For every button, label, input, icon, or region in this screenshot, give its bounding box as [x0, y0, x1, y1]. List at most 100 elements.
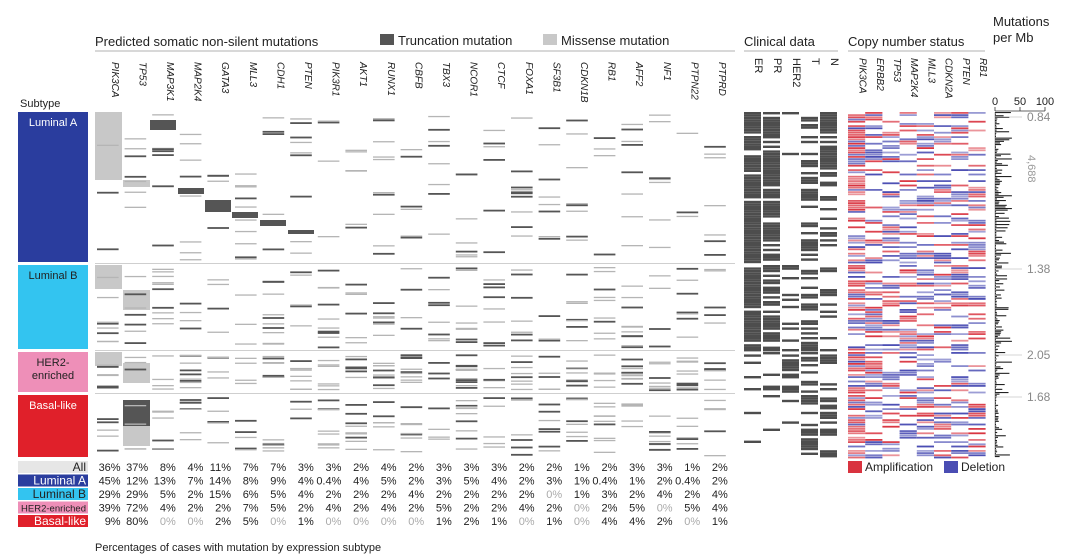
rate-bar	[995, 134, 996, 136]
pct-cell-map3k1: 4%	[160, 503, 176, 515]
copy-number-cell-pik3ca	[848, 317, 866, 320]
mutation-tick-map3k1	[152, 268, 174, 270]
rate-bar	[995, 140, 1004, 142]
subtype-bar-luminal-a	[18, 112, 88, 262]
mutation-tick-pten	[290, 154, 312, 157]
copy-number-cell-cdkn2a	[934, 215, 952, 218]
clinical-cell-t	[801, 172, 818, 175]
copy-number-cell-erbb2	[865, 282, 883, 285]
mutation-tick-map3k1	[152, 410, 174, 412]
pct-cell-ctcf: 1%	[491, 516, 507, 528]
copy-number-cell-erbb2	[865, 326, 883, 329]
clinical-cell-her2	[782, 277, 799, 280]
clinical-cell-er	[744, 313, 761, 316]
copy-number-cell-map2k4	[899, 339, 917, 342]
copy-number-cell-map2k4	[899, 371, 917, 374]
rate-bar	[995, 400, 997, 402]
mutation-tick-map3k1	[152, 244, 174, 247]
clinical-cell-er	[744, 128, 761, 132]
pct-cell-gata3: 11%	[210, 462, 231, 474]
rate-bar	[995, 305, 997, 307]
copy-number-cell-tp53	[882, 191, 900, 193]
copy-number-cell-rb1	[968, 385, 986, 387]
copy-number-cell-map2k4	[899, 315, 917, 318]
deletion-legend-swatch	[944, 461, 958, 473]
clinical-cell-er	[744, 179, 761, 182]
mutation-tick-aff2	[621, 171, 643, 174]
rate-bar	[995, 179, 1000, 181]
rate-bar	[995, 420, 999, 422]
mutation-tick-map2k4	[179, 373, 202, 376]
copy-number-cell-mll3	[916, 138, 934, 141]
mutation-tick-ctcf	[483, 405, 505, 407]
mutation-tick-foxa1	[511, 380, 533, 382]
mutation-tick-nf1	[649, 114, 671, 116]
clinical-header: Clinical data	[744, 34, 816, 49]
rate-bar	[995, 406, 997, 408]
rate-bar	[995, 169, 1003, 171]
mutation-tick-pik3ca	[97, 364, 119, 366]
rate-bar	[995, 267, 1002, 269]
mutation-tick-akt1	[345, 425, 367, 427]
rate-bar	[995, 353, 997, 355]
copy-number-cell-cdkn2a	[934, 257, 952, 259]
rate-bar	[995, 192, 1002, 194]
mutation-tick-sf3b1	[538, 315, 561, 317]
copy-number-cell-tp53	[882, 208, 900, 211]
rate-bar	[995, 449, 997, 451]
mutation-tick-cdkn1b	[566, 372, 588, 374]
clinical-cell-er	[744, 220, 761, 223]
copy-number-cell-mll3	[916, 295, 934, 298]
rate-bar	[995, 368, 1004, 370]
copy-number-cell-erbb2	[865, 356, 883, 359]
clinical-cell-t	[801, 359, 818, 362]
mutation-tick-mll3	[235, 343, 257, 345]
copy-number-cell-cdkn2a	[934, 136, 952, 138]
clinical-cell-pr	[763, 349, 780, 352]
rate-bar	[995, 225, 997, 227]
copy-number-cell-pik3ca	[848, 348, 866, 351]
mutation-tick-ctcf	[483, 209, 505, 212]
copy-number-cell-cdkn2a	[934, 358, 952, 361]
mutation-tick-ptpn22	[676, 438, 699, 440]
copy-number-cell-map2k4	[899, 430, 917, 432]
mutation-tick-map2k4	[179, 432, 202, 434]
copy-number-cell-rb1	[968, 280, 986, 283]
mutation-tick-cdkn1b	[566, 420, 588, 423]
mutation-tick-gata3	[207, 377, 229, 379]
clinical-cell-pr	[763, 291, 780, 294]
copy-number-cell-mll3	[916, 252, 934, 255]
copy-number-cell-map2k4	[899, 140, 917, 143]
copy-number-cell-cdkn2a	[934, 252, 952, 255]
rate-bar	[995, 417, 999, 419]
mutation-tick-ptprd	[704, 306, 726, 309]
copy-number-cell-map2k4	[899, 246, 917, 248]
copy-number-cell-pten	[951, 282, 969, 285]
clinical-cell-n	[820, 293, 837, 297]
rate-bar	[995, 182, 1001, 184]
rate-bar	[995, 432, 998, 434]
copy-number-cell-cdkn2a	[934, 284, 952, 287]
copy-number-cell-mll3	[916, 419, 934, 421]
missense-legend-swatch	[543, 34, 557, 45]
copy-number-label-pten: PTEN	[960, 58, 971, 85]
copy-number-cell-pik3ca	[848, 129, 866, 132]
copy-number-cell-erbb2	[865, 291, 883, 294]
mutation-tick-cbfb	[400, 149, 423, 151]
clinical-cell-t	[801, 140, 818, 144]
mutation-tick-cbfb	[400, 288, 423, 291]
pct-cell-gata3: 2%	[215, 503, 231, 515]
mutation-tick-cdh1	[262, 332, 285, 334]
pct-cell-foxa1: 4%	[519, 503, 535, 515]
clinical-cell-er	[744, 284, 761, 287]
copy-number-cell-pik3ca	[848, 450, 866, 452]
copy-number-cell-rb1	[968, 173, 986, 176]
clinical-cell-t	[801, 162, 818, 165]
clinical-column-labels: ER PR HER2 T N	[752, 58, 840, 87]
clinical-cell-er	[744, 200, 761, 204]
copy-number-cell-map2k4	[899, 202, 917, 204]
copy-number-cell-pik3ca	[848, 356, 866, 359]
copy-number-cell-rb1	[968, 248, 986, 251]
copy-number-cell-erbb2	[865, 287, 883, 289]
copy-number-cell-pik3ca	[848, 439, 866, 441]
